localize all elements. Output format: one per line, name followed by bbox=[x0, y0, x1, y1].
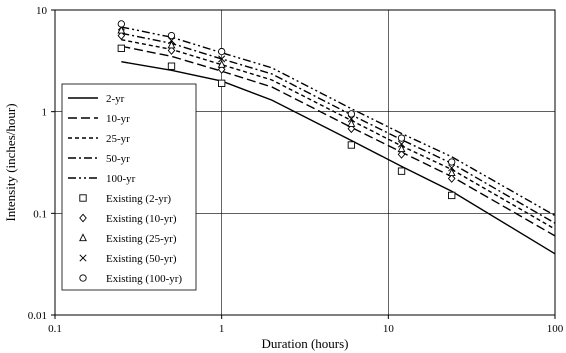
legend-label: Existing (100-yr) bbox=[106, 273, 182, 285]
marker-circle bbox=[397, 134, 406, 142]
marker-triangle bbox=[79, 233, 87, 242]
x-tick-label: 0.1 bbox=[48, 323, 62, 335]
x-tick-label: 10 bbox=[383, 323, 395, 335]
marker-x-stroke bbox=[397, 140, 406, 148]
marker-circle bbox=[218, 47, 226, 56]
legend-label: Existing (25-yr) bbox=[106, 233, 177, 245]
marker-circle bbox=[79, 274, 87, 282]
x-axis-title: Duration (hours) bbox=[261, 336, 348, 351]
marker-triangle bbox=[117, 25, 126, 34]
marker-x-stroke bbox=[448, 164, 456, 172]
legend-item: 10-yr bbox=[68, 113, 130, 125]
marker-triangle bbox=[397, 144, 406, 153]
marker-square bbox=[218, 79, 226, 87]
legend-item: Existing (25-yr) bbox=[79, 233, 177, 245]
marker-triangle bbox=[167, 40, 176, 49]
y-tick-label: 10 bbox=[36, 5, 48, 17]
marker-triangle bbox=[347, 119, 356, 127]
marker-square bbox=[397, 167, 406, 175]
y-tick-label: 1 bbox=[42, 107, 48, 119]
x-tick-label: 1 bbox=[219, 323, 225, 335]
series-line-4 bbox=[121, 26, 556, 217]
marker-circle bbox=[117, 20, 125, 28]
y-tick-label: 0.01 bbox=[28, 310, 47, 322]
legend: 2-yr 10-yr 25-yr 50-yr 100-yr Existing (2-yr)… bbox=[61, 83, 197, 291]
marker-square bbox=[167, 62, 176, 70]
marker-x bbox=[448, 164, 456, 172]
legend-item: 50-yr bbox=[68, 153, 130, 165]
marker-square bbox=[117, 44, 125, 52]
series-line-2 bbox=[121, 39, 556, 230]
series-markers bbox=[117, 20, 456, 200]
legend-label: 2-yr bbox=[106, 93, 125, 105]
legend-label: 100-yr bbox=[106, 173, 136, 185]
legend-label: 50-yr bbox=[106, 153, 130, 165]
legend-item: 25-yr bbox=[68, 133, 130, 145]
legend-item: Existing (50-yr) bbox=[79, 253, 177, 265]
marker-x bbox=[218, 55, 226, 63]
series-line-3 bbox=[121, 32, 556, 224]
marker-triangle bbox=[217, 59, 226, 68]
series-markers-7 bbox=[117, 25, 456, 177]
series-markers-9 bbox=[117, 20, 456, 166]
marker-circle bbox=[167, 31, 176, 40]
marker-x-stroke bbox=[79, 254, 87, 262]
plot-frame bbox=[54, 9, 556, 316]
marker-diamond bbox=[397, 150, 406, 159]
marker-diamond bbox=[79, 213, 87, 223]
y-tick-label: 0.1 bbox=[33, 208, 47, 220]
legend-label: 25-yr bbox=[106, 133, 130, 145]
x-tick-label: 100 bbox=[547, 323, 564, 335]
legend-label: Existing (2-yr) bbox=[106, 193, 171, 205]
legend-item: Existing (10-yr) bbox=[79, 213, 177, 225]
legend-item: 2-yr bbox=[68, 93, 125, 105]
marker-diamond bbox=[167, 46, 176, 55]
series-markers-6 bbox=[117, 31, 456, 183]
marker-triangle bbox=[447, 168, 456, 177]
series-line-1 bbox=[121, 45, 556, 237]
legend-item: Existing (100-yr) bbox=[79, 273, 182, 285]
series-markers-5 bbox=[117, 44, 456, 200]
marker-circle bbox=[448, 158, 456, 166]
marker-diamond bbox=[447, 174, 456, 183]
legend-label: 10-yr bbox=[106, 113, 130, 125]
marker-square bbox=[347, 141, 356, 149]
marker-x bbox=[397, 140, 406, 148]
marker-diamond bbox=[117, 31, 126, 40]
marker-x bbox=[79, 254, 87, 262]
legend-item: 100-yr bbox=[68, 173, 136, 185]
legend-item: Existing (2-yr) bbox=[79, 193, 171, 205]
series-lines bbox=[121, 26, 556, 255]
legend-label: Existing (50-yr) bbox=[106, 253, 177, 265]
marker-square bbox=[79, 194, 87, 202]
series-line-0 bbox=[121, 61, 556, 255]
y-axis-title: Intensity (inches/hour) bbox=[3, 103, 18, 221]
marker-circle bbox=[347, 110, 356, 118]
legend-label: Existing (10-yr) bbox=[106, 213, 177, 225]
marker-x-stroke bbox=[218, 55, 226, 63]
marker-square bbox=[448, 191, 456, 200]
